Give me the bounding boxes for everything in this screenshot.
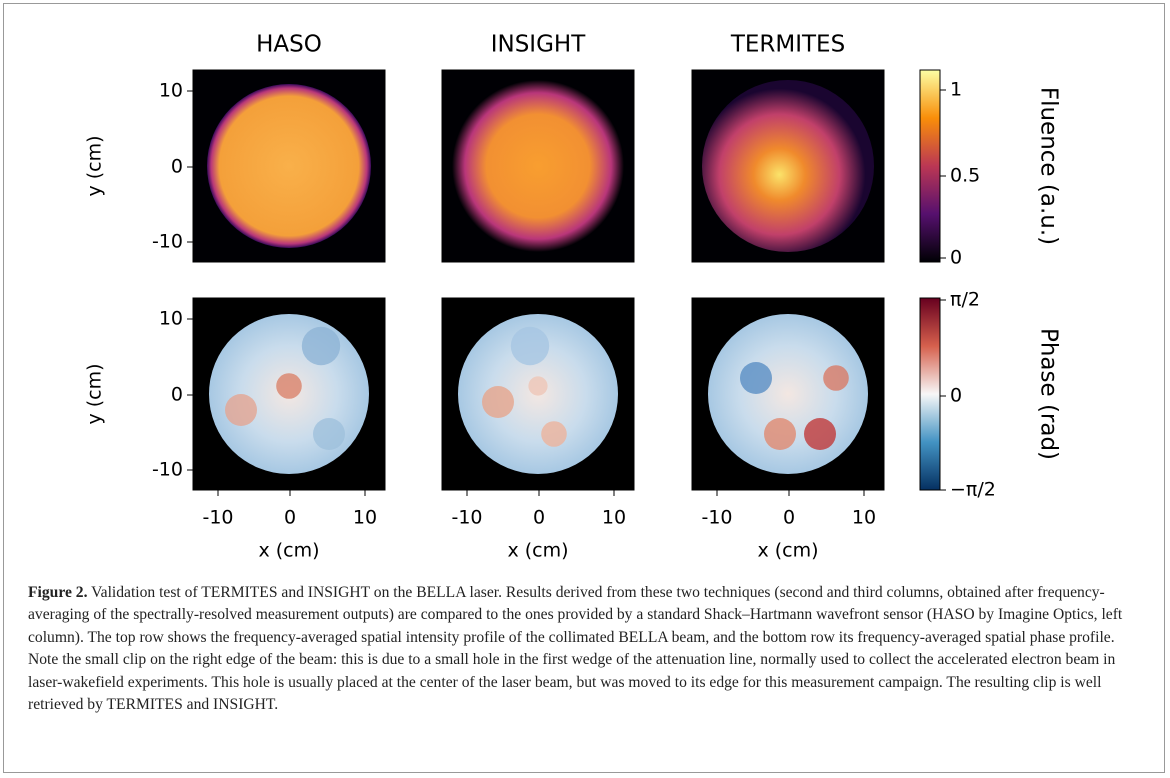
caption-label: Figure 2. <box>28 584 88 601</box>
y-axis-label: y (cm) <box>84 363 106 424</box>
y-tick-label: 0 <box>171 384 183 406</box>
column-title: INSIGHT <box>491 32 586 58</box>
colorbar-tick-label: π/2 <box>950 289 980 311</box>
phase-feature <box>276 373 302 399</box>
figure-frame <box>3 3 1165 773</box>
panel-border <box>441 297 635 491</box>
x-tick-label: -10 <box>451 507 482 529</box>
phase-feature <box>528 376 548 396</box>
caption: Figure 2. Validation test of TERMITES an… <box>28 582 1140 716</box>
fluence-map <box>702 80 874 252</box>
phase-feature <box>804 418 836 450</box>
colorbar-label: Phase (rad) <box>1036 328 1062 460</box>
phase-feature <box>740 362 772 394</box>
colorbar <box>919 69 941 263</box>
fluence-map <box>452 80 624 252</box>
colorbar-tick-label: 0 <box>950 247 962 269</box>
phase-feature <box>764 418 796 450</box>
colorbar-tick-label: −π/2 <box>950 479 996 501</box>
y-tick-label: 0 <box>171 156 183 178</box>
phase-feature <box>482 386 514 418</box>
phase-feature <box>510 326 550 366</box>
x-tick-label: 10 <box>852 507 876 529</box>
x-tick-label: -10 <box>701 507 732 529</box>
phase-feature <box>301 326 341 366</box>
colorbar-tick-label: 0 <box>950 385 962 407</box>
x-tick-label: 0 <box>284 507 296 529</box>
x-tick-label: -10 <box>202 507 233 529</box>
phase-map <box>708 314 868 474</box>
colorbar-tick-label: 0.5 <box>950 165 980 187</box>
x-axis-label: x (cm) <box>757 540 818 562</box>
panel-border <box>192 69 386 263</box>
caption-text: Validation test of TERMITES and INSIGHT … <box>28 584 1123 714</box>
panel-border <box>691 297 885 491</box>
phase-feature <box>823 365 849 391</box>
y-tick-label: 10 <box>159 308 183 330</box>
y-tick-label: -10 <box>152 459 183 481</box>
panel-border <box>441 69 635 263</box>
y-axis-label: y (cm) <box>84 135 106 196</box>
panel-border <box>192 297 386 491</box>
column-title: HASO <box>256 32 322 58</box>
x-tick-label: 0 <box>533 507 545 529</box>
colorbar-tick-label: 1 <box>950 79 962 101</box>
fluence-map <box>207 84 371 248</box>
colorbar-label: Fluence (a.u.) <box>1036 87 1062 245</box>
phase-feature <box>541 421 567 447</box>
panel-border <box>691 69 885 263</box>
figure: HASO-10 0 10x (cm)INSIGHT-10 0 10x (cm)TERMI… <box>84 32 1062 562</box>
phase-feature <box>313 418 345 450</box>
x-axis-label: x (cm) <box>258 540 319 562</box>
y-tick-label: -10 <box>152 231 183 253</box>
x-tick-label: 10 <box>602 507 626 529</box>
phase-feature <box>225 394 257 426</box>
x-axis-label: x (cm) <box>507 540 568 562</box>
x-tick-label: 10 <box>353 507 377 529</box>
colorbar <box>919 297 941 491</box>
y-tick-label: 10 <box>159 80 183 102</box>
x-tick-label: 0 <box>783 507 795 529</box>
column-title: TERMITES <box>730 32 845 58</box>
